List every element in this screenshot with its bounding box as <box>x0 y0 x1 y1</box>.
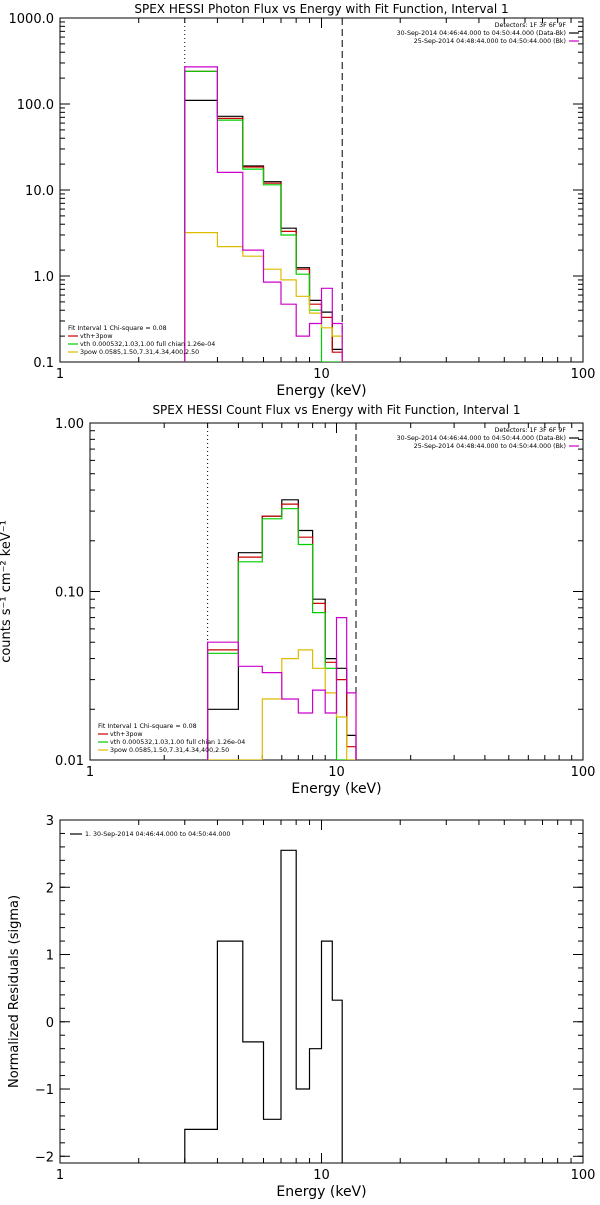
chart-panel-3: 1 10 100 −2 −1 0 1 2 3 Energy (keV) Normalized Res… <box>7 814 595 1200</box>
y-tick-label: 0.1 <box>33 356 54 371</box>
x-tick-label: 10 <box>328 765 345 780</box>
x-tick-label: 1 <box>56 1168 64 1183</box>
series-line-5 <box>207 617 357 760</box>
y-tick-label: 1.0 <box>33 270 54 285</box>
series-line-2 <box>207 503 357 760</box>
x-axis-label: Energy (keV) <box>276 1184 366 1200</box>
header-text: 30-Sep-2014 04:46:44.000 to 04:50:44.000… <box>397 30 566 37</box>
series-group <box>184 849 343 1163</box>
fit-text: Fit Interval 1 Chi-square = 0.08 <box>98 723 197 730</box>
chart-panel-1: SPEX HESSI Photon Flux vs Energy with Fi… <box>9 2 596 399</box>
header-text: 30-Sep-2014 04:46:44.000 to 04:50:44.000… <box>397 435 566 442</box>
header-text: 25-Sep-2014 04:48:44.000 to 04:50:44.000… <box>414 443 566 450</box>
y-tick-label: 1000.0 <box>9 12 55 27</box>
y-tick-label: −1 <box>35 1083 54 1098</box>
series-group <box>184 66 343 362</box>
series-line-3 <box>207 508 356 760</box>
fit-text: vth 0.000532,1.03,1.00 full chian 1.26e-… <box>110 739 245 746</box>
series-line-1 <box>207 499 357 760</box>
fit-text: vth 0.000532,1.03,1.00 full chian 1.26e-… <box>80 341 215 348</box>
y-tick-label: 1 <box>46 949 54 964</box>
y-tick-label: 3 <box>46 814 54 829</box>
fit-text: vth+3pow <box>110 731 142 738</box>
chart-title: SPEX HESSI Count Flux vs Energy with Fit… <box>152 403 520 417</box>
x-tick-label: 100 <box>571 1168 596 1183</box>
y-tick-label: 2 <box>46 881 54 896</box>
y-tick-label: 10.0 <box>25 184 54 199</box>
y-tick-label: −2 <box>35 1150 54 1165</box>
series-line-3 <box>184 70 343 362</box>
series-line-1 <box>184 99 343 362</box>
chart-panel-2: SPEX HESSI Count Flux vs Energy with Fit… <box>0 403 595 797</box>
fit-text: vth+3pow <box>80 333 112 340</box>
y-tick-label: 1.00 <box>55 417 84 432</box>
y-tick-label: 0 <box>46 1016 54 1031</box>
series-line-1 <box>184 849 343 1163</box>
y-tick-label: 0.01 <box>55 754 84 769</box>
series-line-4 <box>184 232 343 362</box>
y-axis-label: Normalized Residuals (sigma) <box>7 895 22 1088</box>
y-axis-label: counts s⁻¹ cm⁻² keV⁻¹ <box>0 520 14 663</box>
fit-text: Fit Interval 1 Chi-square = 0.08 <box>68 325 167 332</box>
header-text: Detectors: 1F 3F 6F 9F <box>495 427 567 434</box>
x-tick-label: 1 <box>86 765 94 780</box>
x-tick-label: 1 <box>56 367 64 382</box>
y-tick-label: 100.0 <box>17 98 54 113</box>
fit-text: 3pow 0.0585,1.50,7.31,4.34,400,2.50 <box>110 747 229 754</box>
x-tick-label: 10 <box>313 367 330 382</box>
series-line-4 <box>207 649 356 760</box>
x-tick-label: 100 <box>571 367 596 382</box>
series-line-5 <box>184 66 343 362</box>
legend-label: 1. 30-Sep-2014 04:46:44.000 to 04:50:44.… <box>85 831 230 838</box>
series-line-2 <box>184 70 343 362</box>
x-axis-label: Energy (keV) <box>291 781 381 797</box>
y-tick-label: 0.10 <box>55 586 84 601</box>
header-text: 25-Sep-2014 04:48:44.000 to 04:50:44.000… <box>414 38 566 45</box>
fit-text: 3pow 0.0585,1.50,7.31,4.34,400,2.50 <box>80 349 199 356</box>
x-tick-label: 10 <box>313 1168 330 1183</box>
chart-title: SPEX HESSI Photon Flux vs Energy with Fi… <box>134 2 508 16</box>
header-text: Detectors: 1F 3F 6F 9F <box>495 22 567 29</box>
series-group <box>207 499 357 760</box>
x-axis-label: Energy (keV) <box>276 383 366 399</box>
x-tick-label: 100 <box>571 765 596 780</box>
